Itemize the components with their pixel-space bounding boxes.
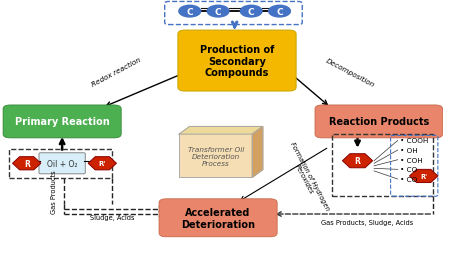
Text: • OH: • OH (400, 148, 418, 153)
Text: Transformer Oil
Deterioration
Process: Transformer Oil Deterioration Process (188, 146, 244, 166)
Circle shape (269, 6, 291, 18)
Text: Gas Products, Sludge, Acids: Gas Products, Sludge, Acids (321, 219, 413, 225)
Circle shape (207, 6, 229, 18)
FancyBboxPatch shape (39, 153, 85, 174)
Text: Primary Reaction: Primary Reaction (15, 117, 109, 127)
Text: R: R (24, 159, 30, 168)
Text: • CO: • CO (400, 167, 417, 173)
Text: C: C (248, 8, 255, 17)
Polygon shape (252, 127, 263, 178)
Text: C: C (276, 8, 283, 17)
Text: Production of
Secondary
Compounds: Production of Secondary Compounds (200, 45, 274, 78)
Polygon shape (179, 127, 263, 135)
Text: R': R' (420, 173, 427, 179)
Bar (331, 135, 433, 197)
FancyBboxPatch shape (178, 31, 296, 92)
Text: Gas Products: Gas Products (51, 170, 57, 213)
Text: R: R (355, 157, 360, 166)
Text: Redox reaction: Redox reaction (91, 57, 142, 88)
Text: Reaction Products: Reaction Products (328, 117, 429, 127)
Circle shape (240, 6, 262, 18)
Text: Sludge, Acids: Sludge, Acids (90, 214, 134, 220)
Text: Decomposition: Decomposition (324, 57, 375, 88)
FancyBboxPatch shape (179, 135, 252, 178)
Text: C: C (186, 8, 193, 17)
FancyBboxPatch shape (315, 105, 443, 138)
Text: • COOH: • COOH (400, 138, 428, 144)
Text: • COH: • COH (400, 157, 423, 163)
FancyBboxPatch shape (159, 199, 277, 237)
Text: • CO: • CO (400, 176, 417, 182)
Text: C: C (215, 8, 221, 17)
Text: Oil + O₂: Oil + O₂ (47, 159, 77, 168)
Text: Accelerated
Deterioration: Accelerated Deterioration (181, 207, 255, 229)
Text: Formation of Hydrogen
Peroxides: Formation of Hydrogen Peroxides (283, 141, 331, 214)
Circle shape (179, 6, 201, 18)
Bar (9, 150, 112, 179)
FancyBboxPatch shape (3, 105, 121, 138)
Text: R': R' (99, 161, 106, 167)
